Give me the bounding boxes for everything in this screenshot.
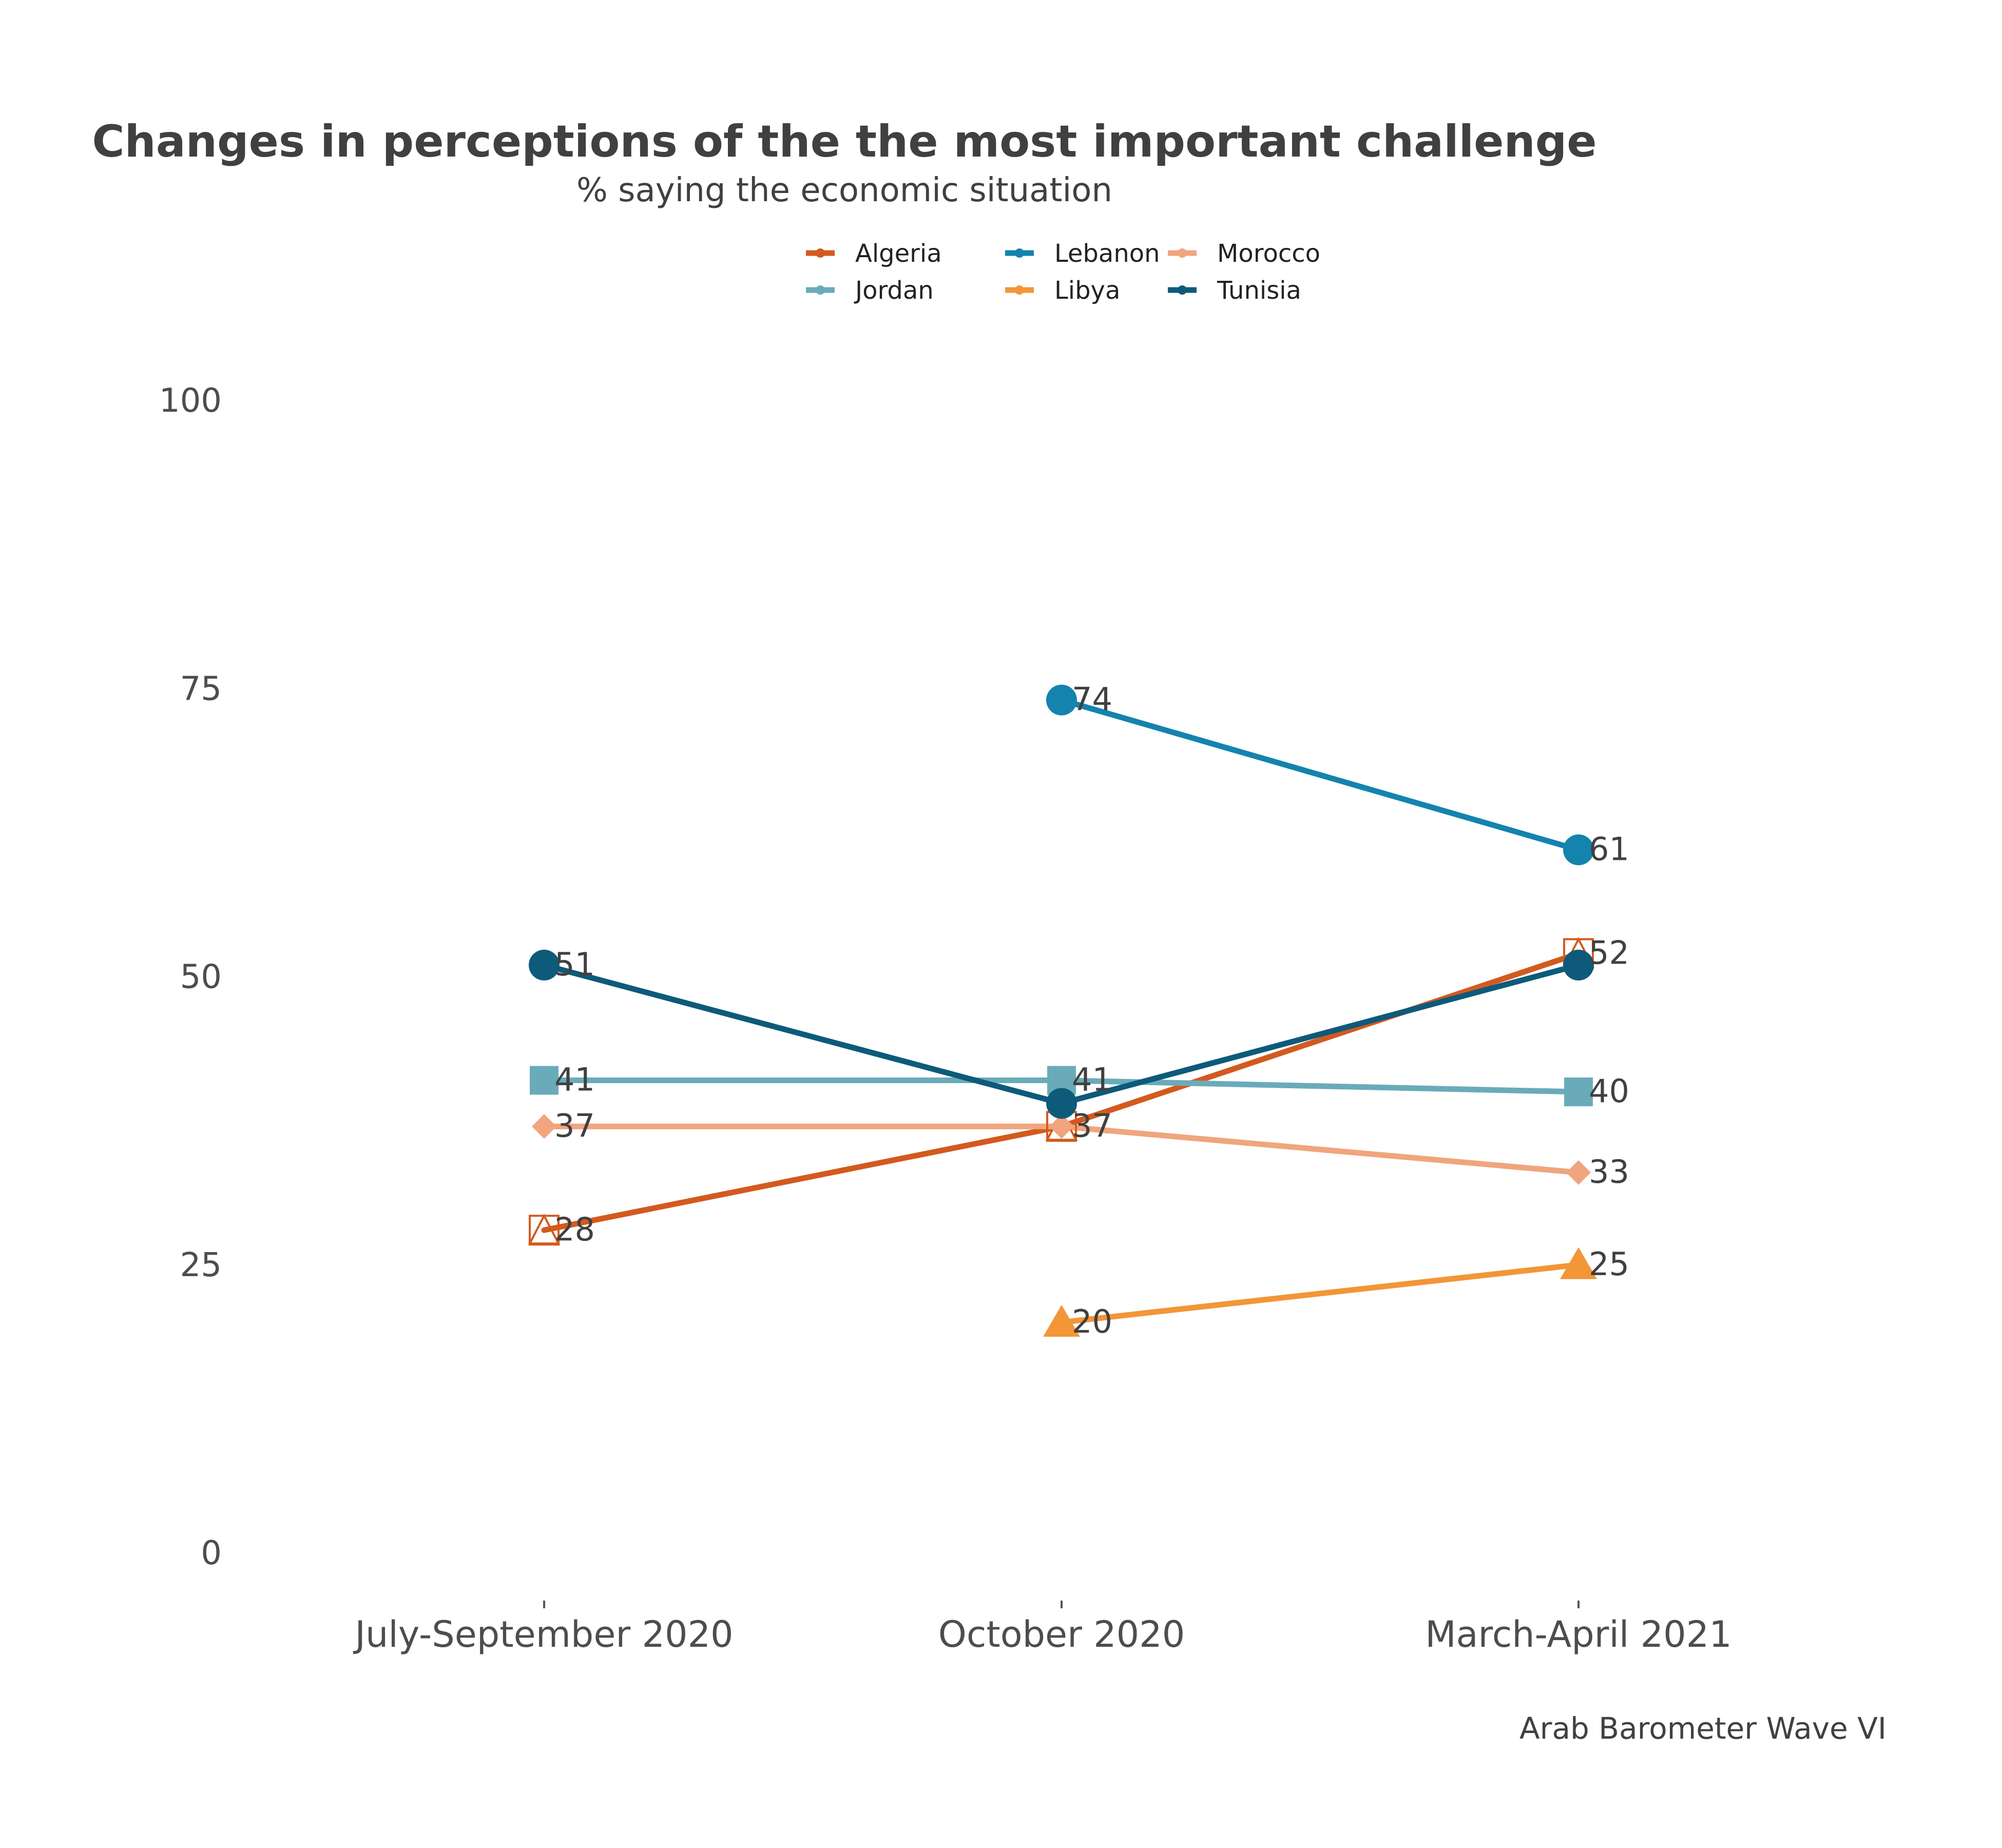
data-label-libya: 20 [1072, 1303, 1112, 1340]
series-markers [528, 684, 1597, 1337]
chart-caption: Arab Barometer Wave VI [1519, 1711, 1886, 1746]
data-point-lebanon [1563, 834, 1594, 865]
legend-key-marker [816, 248, 825, 258]
data-point-jordan [1564, 1077, 1593, 1106]
data-point-tunisia [1563, 950, 1594, 981]
legend-key-marker [1015, 285, 1024, 295]
x-tick-label: July-September 2020 [353, 1613, 733, 1656]
legend-item-algeria: Algeria [806, 239, 942, 268]
data-point-morocco [532, 1114, 556, 1139]
data-label-lebanon: 61 [1589, 831, 1629, 868]
data-label-morocco: 33 [1589, 1153, 1629, 1190]
legend-key-marker [816, 285, 825, 295]
data-point-tunisia [1046, 1088, 1077, 1119]
data-label-libya: 25 [1589, 1245, 1629, 1283]
data-label-jordan: 40 [1589, 1072, 1629, 1110]
y-tick-label: 0 [201, 1534, 222, 1572]
series-lines [541, 697, 1582, 1325]
data-label-algeria: 28 [554, 1210, 595, 1248]
legend-label: Libya [1054, 276, 1120, 305]
legend-key-marker [1178, 248, 1187, 258]
data-label-algeria: 52 [1589, 934, 1629, 972]
legend-label: Tunisia [1217, 276, 1301, 305]
data-point-tunisia [529, 950, 560, 981]
y-tick-label: 100 [159, 382, 222, 420]
data-label-jordan: 41 [554, 1061, 595, 1099]
legend-item-tunisia: Tunisia [1168, 276, 1301, 305]
legend-item-morocco: Morocco [1168, 239, 1320, 268]
legend-item-lebanon: Lebanon [1005, 239, 1160, 268]
data-labels: 51 41 37 28 74 41 37 20 61 52 40 33 25 [554, 681, 1629, 1340]
data-label-jordan: 41 [1072, 1061, 1112, 1099]
legend-label: Lebanon [1054, 239, 1160, 268]
legend-item-libya: Libya [1005, 276, 1120, 305]
x-tick-label: March-April 2021 [1425, 1613, 1732, 1656]
chart-title: Changes in perceptions of the the most i… [92, 116, 1596, 167]
data-label-morocco: 37 [1072, 1107, 1112, 1144]
data-point-lebanon [1046, 684, 1077, 716]
legend-key-marker [1015, 248, 1024, 258]
legend-label: Jordan [854, 276, 934, 305]
series-line-lebanon [1058, 697, 1582, 853]
data-label-tunisia: 51 [554, 946, 595, 983]
data-point-libya [1560, 1247, 1597, 1279]
y-tick-label: 25 [180, 1246, 222, 1284]
x-tick-label: October 2020 [938, 1613, 1185, 1656]
y-axis: 0 25 50 75 100 [159, 382, 222, 1572]
y-tick-label: 50 [180, 958, 222, 996]
legend: Algeria Jordan Lebanon Libya Morocco Tunisia [806, 239, 1320, 305]
chart-subtitle: % saying the economic situation [576, 171, 1112, 209]
legend-key-marker [1178, 285, 1187, 295]
data-point-morocco [1566, 1160, 1591, 1185]
x-axis: July-September 2020 October 2020 March-Apr… [353, 1601, 1732, 1656]
y-tick-label: 75 [180, 670, 222, 708]
data-point-jordan [530, 1066, 559, 1095]
data-point-morocco [1049, 1114, 1074, 1139]
data-label-morocco: 37 [554, 1107, 595, 1144]
legend-label: Morocco [1217, 239, 1320, 268]
series-line-libya [1058, 1262, 1582, 1325]
data-label-lebanon: 74 [1072, 681, 1112, 718]
legend-label: Algeria [855, 239, 942, 268]
legend-item-jordan: Jordan [806, 276, 934, 305]
data-point-algeria [528, 1214, 561, 1246]
data-point-libya [1043, 1305, 1080, 1337]
